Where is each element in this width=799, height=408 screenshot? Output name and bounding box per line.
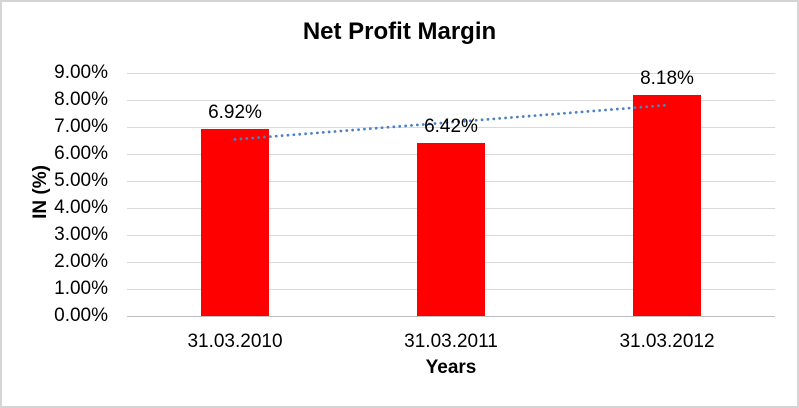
x-tick-label: 31.03.2012 <box>619 331 715 352</box>
y-tick-label: 2.00% <box>54 251 108 272</box>
trendline <box>233 103 669 141</box>
gridline <box>127 73 775 74</box>
bar-31.03.2011 <box>417 142 485 316</box>
x-tick-label: 31.03.2010 <box>187 331 283 352</box>
y-tick-label: 8.00% <box>54 89 108 110</box>
y-tick-label: 7.00% <box>54 116 108 137</box>
data-label: 6.42% <box>424 115 478 137</box>
y-tick-label: 4.00% <box>54 197 108 218</box>
gridline <box>127 127 775 128</box>
y-tick-label: 5.00% <box>54 170 108 191</box>
gridline <box>127 100 775 101</box>
y-tick-label: 9.00% <box>54 62 108 83</box>
x-axis-title: Years <box>425 357 477 378</box>
y-tick-label: 0.00% <box>54 305 108 326</box>
x-axis-line <box>127 316 775 317</box>
y-tick-label: 1.00% <box>54 278 108 299</box>
y-tick-label: 3.00% <box>54 224 108 245</box>
plot-area: 6.92% 6.42% 8.18% <box>127 68 775 317</box>
bar-31.03.2012 <box>633 95 701 316</box>
data-label: 6.92% <box>208 102 262 124</box>
trendline-dotted <box>233 103 669 141</box>
chart-title: Net Profit Margin <box>302 18 497 45</box>
bar-31.03.2010 <box>201 129 269 316</box>
data-label: 8.18% <box>640 68 694 90</box>
x-tick-label: 31.03.2011 <box>404 331 498 352</box>
y-tick-label: 6.00% <box>54 143 108 164</box>
